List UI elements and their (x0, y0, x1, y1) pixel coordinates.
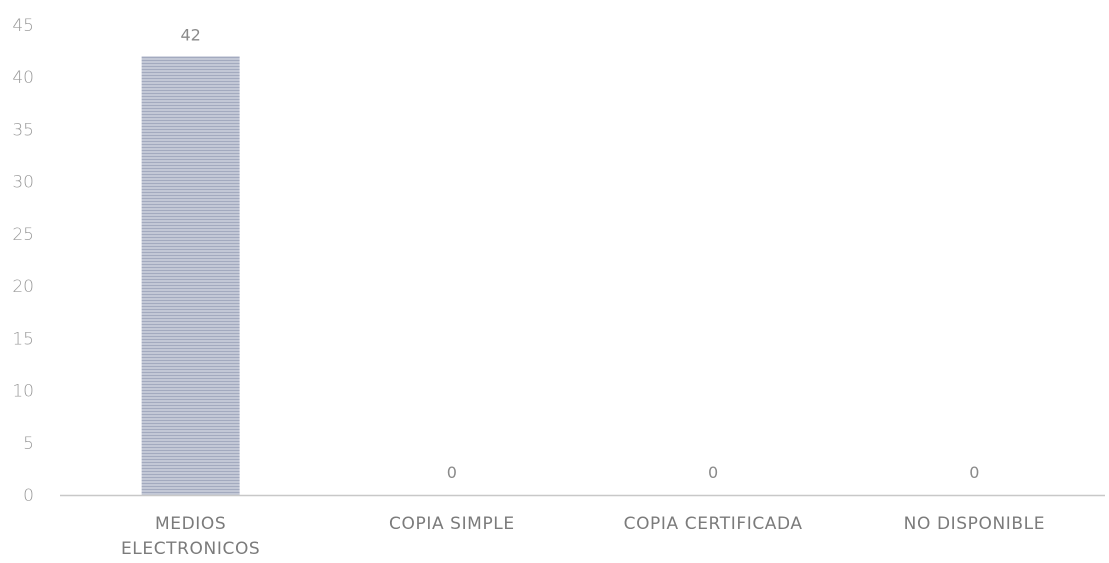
y-tick-label: 45 (12, 16, 34, 36)
x-tick-label: COPIA CERTIFICADA (624, 514, 803, 534)
x-axis: MEDIOS ELECTRONICOS COPIA SIMPLE COPIA CERT… (60, 494, 1105, 559)
data-label: 42 (180, 25, 200, 44)
y-tick-label: 10 (12, 382, 34, 402)
bar (141, 56, 240, 495)
y-tick-label: 30 (12, 173, 34, 193)
y-tick-label: 20 (12, 277, 34, 297)
data-label: 0 (969, 463, 979, 482)
data-labels: 42 0 0 0 (180, 25, 979, 482)
y-axis: 0 5 10 15 20 25 30 35 40 45 (12, 16, 34, 506)
bars (141, 56, 240, 495)
y-tick-label: 15 (12, 329, 34, 349)
x-tick-label: MEDIOS (155, 514, 226, 534)
x-tick-label: COPIA SIMPLE (389, 514, 515, 534)
y-tick-label: 40 (12, 68, 34, 88)
y-tick-label: 0 (23, 486, 34, 506)
y-tick-label: 5 (23, 434, 34, 454)
data-label: 0 (708, 463, 718, 482)
y-tick-label: 25 (12, 225, 34, 245)
x-tick-label: NO DISPONIBLE (904, 514, 1045, 534)
data-label: 0 (447, 463, 457, 482)
x-tick-label: ELECTRONICOS (121, 539, 260, 559)
y-tick-label: 35 (12, 120, 34, 140)
